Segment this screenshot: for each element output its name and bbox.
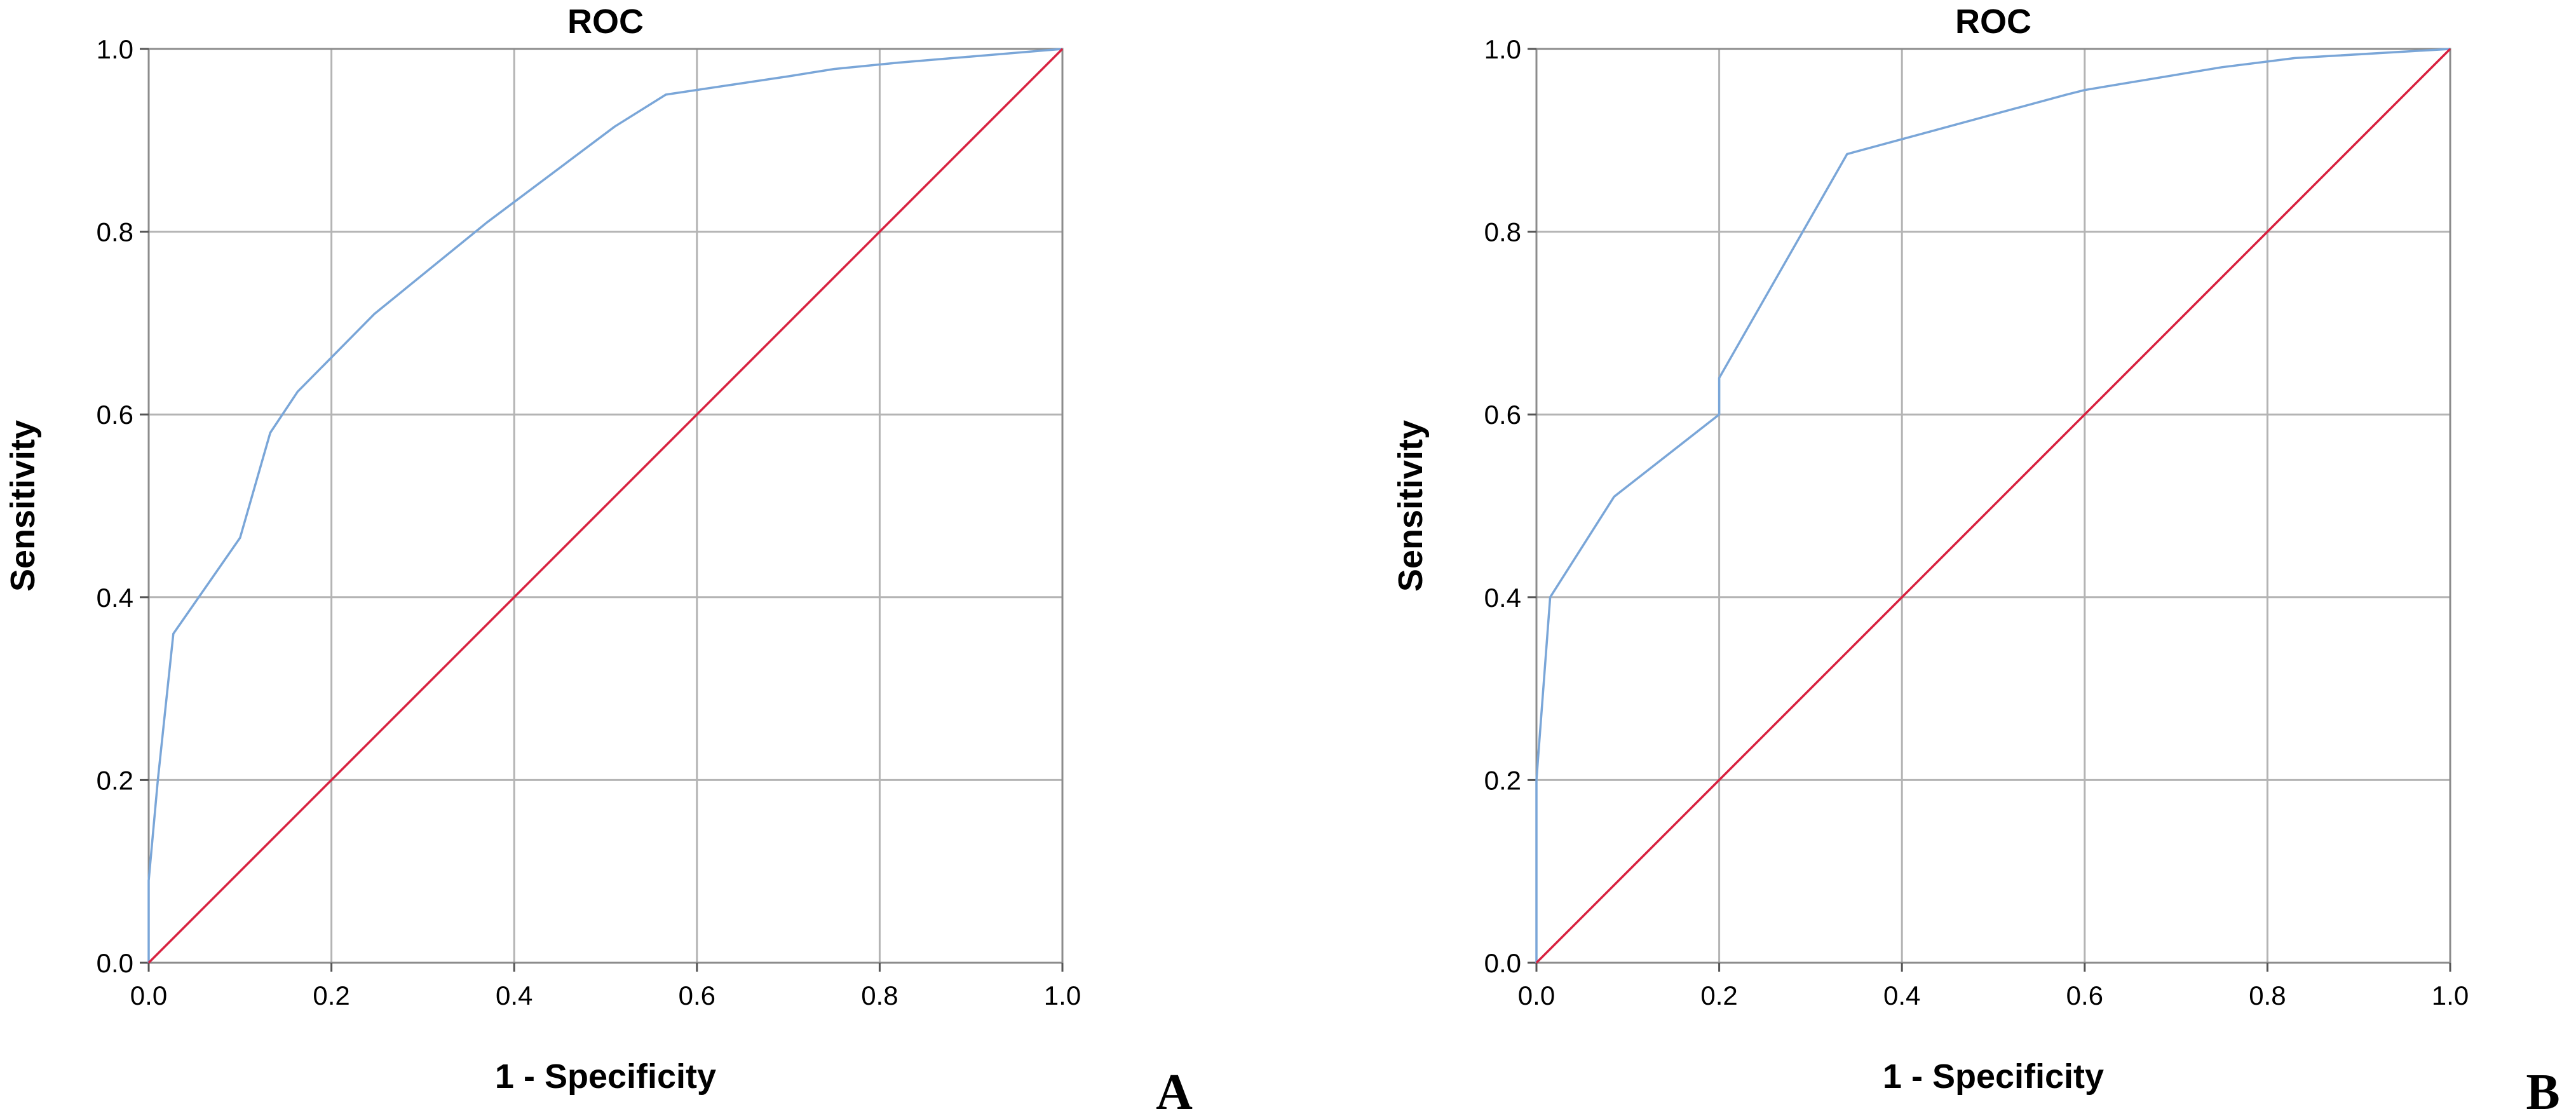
y-tick-label: 1.0 [1484, 34, 1521, 64]
y-tick-label: 0.2 [97, 765, 133, 795]
y-tick-label: 0.0 [1484, 948, 1521, 978]
y-tick-label: 0.2 [1484, 765, 1521, 795]
x-tick-label: 0.8 [861, 981, 898, 1010]
x-tick-label: 0.2 [1700, 981, 1737, 1010]
reference-diagonal-line [1535, 48, 2451, 964]
x-axis-label: 1 - Specificity [495, 1057, 716, 1096]
x-tick-label: 0.6 [679, 981, 715, 1010]
x-axis-label: 1 - Specificity [1883, 1057, 2104, 1096]
y-axis-label: Sensitivity [1392, 420, 1430, 592]
panel-label: A [1156, 1064, 1193, 1114]
y-tick-label: 0.4 [1484, 583, 1521, 613]
plot-frame [1535, 48, 2451, 964]
y-tick-label: 1.0 [97, 34, 133, 64]
y-axis-label: Sensitivity [4, 420, 42, 592]
panel-label: B [2526, 1064, 2559, 1114]
x-tick-label: 0.2 [313, 981, 349, 1010]
chart-title: ROC [1955, 3, 2031, 41]
x-tick-label: 0.4 [1883, 981, 1920, 1010]
y-tick-label: 0.8 [1484, 217, 1521, 247]
x-tick-label: 0.0 [130, 981, 167, 1010]
roc-panel-a: 0.0 0.2 0.4 0.6 0.8 1.0 0.0 0.2 0.4 0.6 0.8 1.0 ROC 1… [4, 3, 1193, 1114]
reference-diagonal-line [147, 48, 1064, 964]
x-tick-label: 0.0 [1518, 981, 1555, 1010]
x-tick-label: 1.0 [2432, 981, 2469, 1010]
roc-curve-line [147, 48, 1063, 963]
y-tick-label: 0.8 [97, 217, 133, 247]
roc-curve-line [1535, 48, 2451, 963]
y-tick-label: 0.0 [97, 948, 133, 978]
x-tick-label: 0.6 [2066, 981, 2103, 1010]
x-tick-label: 0.8 [2249, 981, 2286, 1010]
y-tick-label: 0.6 [1484, 400, 1521, 430]
y-tick-label: 0.6 [97, 400, 133, 430]
chart-title: ROC [567, 3, 644, 41]
roc-panel-b: 0.0 0.2 0.4 0.6 0.8 1.0 0.0 0.2 0.4 0.6 0.8 1.0 ROC 1… [1392, 3, 2560, 1114]
plot-frame [147, 48, 1064, 964]
x-tick-label: 1.0 [1044, 981, 1081, 1010]
y-tick-label: 0.4 [97, 583, 133, 613]
x-tick-label: 0.4 [496, 981, 532, 1010]
